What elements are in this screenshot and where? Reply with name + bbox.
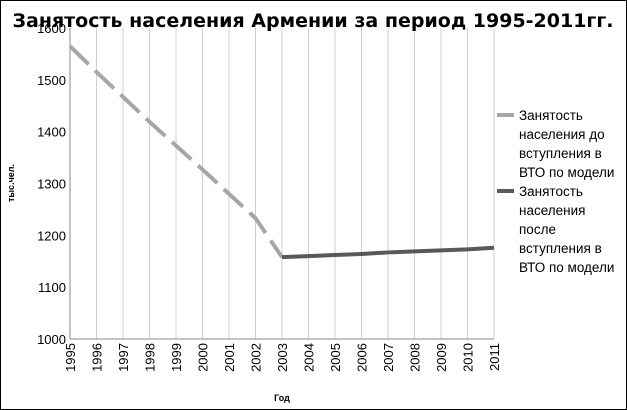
x-tick-label: 1995 bbox=[63, 343, 78, 372]
x-tick-label: 2006 bbox=[355, 343, 370, 372]
x-tick-label: 1999 bbox=[169, 343, 184, 372]
y-tick-label: 1200 bbox=[37, 228, 66, 243]
x-tick-label: 2008 bbox=[408, 343, 423, 372]
y-tick-label: 1500 bbox=[37, 73, 66, 88]
series-lines bbox=[68, 44, 495, 260]
legend-label-2: Занятость населения после вступления в ВТО п… bbox=[519, 184, 614, 275]
legend-line: населения до bbox=[519, 127, 605, 142]
x-tick-label: 1996 bbox=[90, 343, 105, 372]
y-tick-label: 1600 bbox=[37, 21, 66, 36]
legend-line: населения bbox=[519, 203, 585, 218]
legend-line: ВТО по модели bbox=[519, 165, 614, 180]
legend-line: после bbox=[519, 222, 556, 237]
x-tick-label: 2009 bbox=[434, 343, 449, 372]
legend-line: вступления в bbox=[519, 146, 602, 161]
x-tick-labels: 1995 1996 1997 1998 1999 2000 2001 2002 2003 2004… bbox=[63, 343, 502, 372]
x-tick-label: 1997 bbox=[116, 343, 131, 372]
legend-line: Занятость bbox=[519, 108, 583, 123]
x-tick-label: 2002 bbox=[249, 343, 264, 372]
chart-title: Занятость населения Армении за период 19… bbox=[13, 10, 614, 32]
x-tick-label: 2001 bbox=[222, 343, 237, 372]
y-tick-labels: 1000 1100 1200 1300 1400 1500 1600 bbox=[37, 21, 66, 347]
y-tick-label: 1000 bbox=[37, 332, 66, 347]
legend-label-1: Занятость населения до вступления в ВТО по … bbox=[519, 108, 614, 180]
legend-line: ВТО по модели bbox=[519, 260, 614, 275]
x-tick-label: 2010 bbox=[461, 343, 476, 372]
y-tick-label: 1400 bbox=[37, 125, 66, 140]
y-axis-label: тыс.чел. bbox=[6, 164, 16, 202]
x-tick-label: 2007 bbox=[381, 343, 396, 372]
x-tick-label: 2011 bbox=[487, 343, 502, 371]
y-tick-label: 1300 bbox=[37, 177, 66, 192]
y-tick-label: 1100 bbox=[38, 280, 66, 295]
series-line-1 bbox=[68, 44, 284, 259]
x-tick-label: 2005 bbox=[328, 343, 343, 372]
x-tick-label: 2000 bbox=[196, 343, 211, 372]
series-line-2 bbox=[281, 245, 495, 260]
legend: Занятость населения до вступления в ВТО по … bbox=[497, 108, 614, 275]
x-tick-label: 1998 bbox=[143, 343, 158, 372]
x-tick-label: 2003 bbox=[275, 343, 290, 372]
legend-line: Занятость bbox=[519, 184, 583, 199]
legend-line: вступления в bbox=[519, 241, 602, 256]
grid-lines bbox=[96, 28, 495, 339]
x-axis-label: Год bbox=[274, 393, 290, 403]
x-tick-label: 2004 bbox=[302, 343, 317, 372]
